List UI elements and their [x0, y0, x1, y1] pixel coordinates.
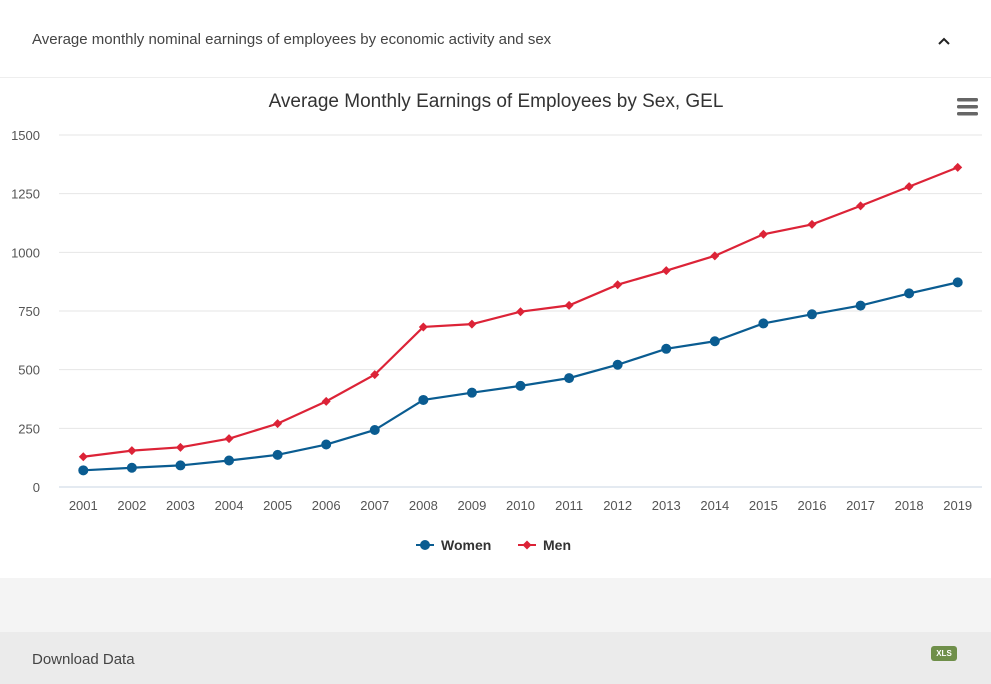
legend-item-men[interactable]: Men [518, 537, 571, 553]
x-tick-label: 2008 [409, 498, 438, 513]
data-point-men[interactable] [953, 162, 963, 172]
data-point-women[interactable] [321, 439, 332, 450]
data-point-women[interactable] [175, 460, 186, 471]
x-tick-label: 2004 [215, 498, 244, 513]
xls-download-icon[interactable]: XLS [931, 646, 957, 661]
x-tick-label: 2012 [603, 498, 632, 513]
x-tick-label: 2009 [457, 498, 486, 513]
data-point-men[interactable] [321, 396, 331, 406]
x-tick-label: 2007 [360, 498, 389, 513]
data-point-women[interactable] [855, 300, 866, 311]
data-point-women[interactable] [272, 449, 283, 460]
x-tick-label: 2003 [166, 498, 195, 513]
data-point-men[interactable] [758, 229, 768, 239]
y-tick-label: 250 [18, 421, 40, 436]
data-point-women[interactable] [418, 394, 429, 405]
data-point-men[interactable] [710, 251, 720, 261]
y-tick-label: 750 [18, 304, 40, 319]
data-point-women[interactable] [709, 336, 720, 347]
data-point-men[interactable] [127, 446, 137, 456]
data-point-men[interactable] [564, 300, 574, 310]
x-tick-label: 2014 [700, 498, 729, 513]
data-point-women[interactable] [806, 309, 817, 320]
chevron-up-icon[interactable] [933, 30, 955, 52]
panel-title: Average monthly nominal earnings of empl… [32, 31, 552, 48]
y-tick-label: 1000 [11, 245, 40, 260]
data-point-women[interactable] [515, 380, 526, 391]
line-chart: 0 250 500 750 1000 1250 1500 2001 2002 2003 2004 20… [11, 91, 982, 553]
data-point-women[interactable] [904, 288, 915, 299]
legend-label: Men [543, 537, 571, 553]
data-point-women[interactable] [369, 424, 380, 435]
data-point-men[interactable] [418, 322, 428, 332]
data-point-women[interactable] [612, 359, 623, 370]
data-point-men[interactable] [175, 442, 185, 452]
download-data-link[interactable]: Download Data [32, 651, 135, 668]
legend-marker[interactable] [522, 540, 532, 550]
x-tick-label: 2016 [798, 498, 827, 513]
x-tick-label: 2013 [652, 498, 681, 513]
data-point-men[interactable] [78, 452, 88, 462]
legend-label: Women [441, 537, 491, 553]
y-tick-label: 1500 [11, 128, 40, 143]
data-point-women[interactable] [661, 343, 672, 354]
data-point-men[interactable] [467, 319, 477, 329]
data-point-men[interactable] [516, 307, 525, 317]
data-point-women[interactable] [952, 277, 963, 288]
chart-menu-icon[interactable] [954, 95, 982, 119]
data-point-men[interactable] [856, 201, 866, 211]
data-point-women[interactable] [564, 373, 575, 384]
x-tick-label: 2017 [846, 498, 875, 513]
data-point-women[interactable] [758, 318, 769, 329]
data-point-men[interactable] [370, 370, 380, 380]
chart-title: Average Monthly Earnings of Employees by… [269, 91, 724, 112]
data-point-men[interactable] [807, 219, 817, 229]
data-point-women[interactable] [78, 465, 89, 476]
x-tick-label: 2019 [943, 498, 972, 513]
x-tick-label: 2006 [312, 498, 341, 513]
data-point-men[interactable] [273, 419, 283, 429]
x-tick-label: 2001 [69, 498, 98, 513]
data-point-men[interactable] [661, 266, 671, 276]
data-point-men[interactable] [904, 182, 914, 192]
y-tick-label: 0 [33, 480, 40, 495]
x-tick-label: 2005 [263, 498, 292, 513]
y-tick-label: 500 [18, 363, 40, 378]
data-point-men[interactable] [613, 280, 623, 290]
x-tick-label: 2002 [117, 498, 146, 513]
download-bar: Download Data XLS [0, 632, 991, 684]
data-point-women[interactable] [466, 387, 477, 398]
x-tick-label: 2011 [555, 498, 583, 513]
data-point-women[interactable] [224, 455, 235, 466]
y-tick-label: 1250 [11, 187, 40, 202]
data-point-men[interactable] [224, 434, 234, 444]
legend-item-women[interactable]: Women [416, 537, 491, 553]
x-tick-label: 2010 [506, 498, 535, 513]
x-tick-label: 2015 [749, 498, 778, 513]
chart-container: 0 250 500 750 1000 1250 1500 2001 2002 2003 2004 20… [0, 79, 991, 577]
panel-header[interactable]: Average monthly nominal earnings of empl… [0, 0, 991, 78]
x-tick-label: 2018 [895, 498, 924, 513]
legend-marker[interactable] [420, 540, 430, 550]
spacer-band [0, 578, 991, 632]
data-point-women[interactable] [126, 462, 137, 473]
